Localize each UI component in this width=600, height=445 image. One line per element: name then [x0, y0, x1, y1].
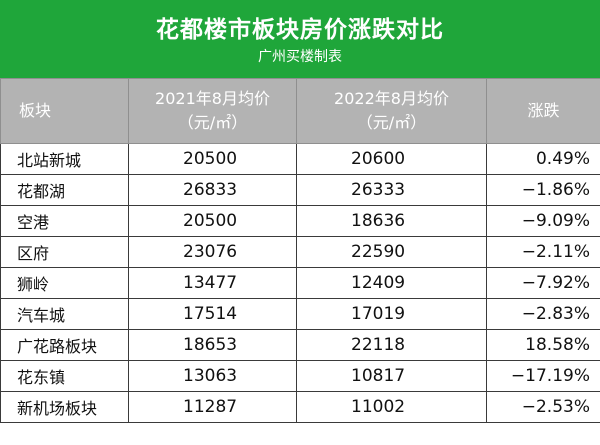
- table-row: 花都湖 26833 26333 −1.86%: [0, 174, 600, 206]
- column-header-district: 板块: [0, 78, 129, 144]
- table-header: 板块 2021年8月均价 （元/㎡） 2022年8月均价 （元/㎡） 涨跌: [0, 78, 600, 144]
- table-row: 广花路板块 18653 22118 18.58%: [0, 329, 600, 361]
- price-2021-cell: 18653: [128, 329, 297, 361]
- price-2022-cell: 26333: [296, 174, 487, 206]
- table-row: 区府 23076 22590 −2.11%: [0, 236, 600, 268]
- price-2021-cell: 26833: [128, 174, 297, 206]
- price-2022-cell: 10817: [296, 360, 487, 392]
- table-row: 花东镇 13063 10817 −17.19%: [0, 360, 600, 392]
- change-cell: −17.19%: [486, 360, 600, 392]
- price-2022-cell: 12409: [296, 267, 487, 299]
- header-row: 板块 2021年8月均价 （元/㎡） 2022年8月均价 （元/㎡） 涨跌: [0, 78, 600, 144]
- price-2022-cell: 22590: [296, 236, 487, 268]
- change-cell: −7.92%: [486, 267, 600, 299]
- price-2021-cell: 17514: [128, 298, 297, 330]
- change-cell: −9.09%: [486, 205, 600, 237]
- price-2021-cell: 13477: [128, 267, 297, 299]
- table-row: 空港 20500 18636 −9.09%: [0, 205, 600, 237]
- district-cell: 新机场板块: [0, 391, 129, 423]
- district-cell: 花东镇: [0, 360, 129, 392]
- page-title: 花都楼市板块房价涨跌对比: [156, 17, 444, 43]
- price-2022-cell: 17019: [296, 298, 487, 330]
- column-header-price-2022: 2022年8月均价 （元/㎡）: [296, 78, 487, 144]
- table-row: 北站新城 20500 20600 0.49%: [0, 143, 600, 175]
- district-cell: 花都湖: [0, 174, 129, 206]
- page-subtitle: 广州买楼制表: [258, 49, 342, 65]
- price-2022-cell: 18636: [296, 205, 487, 237]
- column-header-change: 涨跌: [486, 78, 600, 144]
- column-header-unit: （元/㎡）: [356, 113, 427, 132]
- change-cell: −2.83%: [486, 298, 600, 330]
- district-cell: 广花路板块: [0, 329, 129, 361]
- price-2022-cell: 20600: [296, 143, 487, 175]
- column-header-price-2021: 2021年8月均价 （元/㎡）: [128, 78, 297, 144]
- change-cell: −2.53%: [486, 391, 600, 423]
- table-row: 狮岭 13477 12409 −7.92%: [0, 267, 600, 299]
- change-cell: −2.11%: [486, 236, 600, 268]
- price-2021-cell: 13063: [128, 360, 297, 392]
- district-cell: 北站新城: [0, 143, 129, 175]
- title-bar: 花都楼市板块房价涨跌对比 广州买楼制表: [0, 0, 600, 78]
- district-cell: 汽车城: [0, 298, 129, 330]
- price-2021-cell: 11287: [128, 391, 297, 423]
- column-header-label: 2022年8月均价: [334, 89, 449, 108]
- district-cell: 狮岭: [0, 267, 129, 299]
- change-cell: −1.86%: [486, 174, 600, 206]
- column-header-unit: （元/㎡）: [177, 113, 248, 132]
- table-body: 北站新城 20500 20600 0.49% 花都湖 26833 26333 −1.86% 空港…: [0, 143, 600, 423]
- price-2021-cell: 20500: [128, 205, 297, 237]
- price-2022-cell: 22118: [296, 329, 487, 361]
- column-header-label: 涨跌: [527, 101, 560, 120]
- price-2021-cell: 23076: [128, 236, 297, 268]
- change-cell: 18.58%: [486, 329, 600, 361]
- district-cell: 空港: [0, 205, 129, 237]
- price-2021-cell: 20500: [128, 143, 297, 175]
- table-row: 汽车城 17514 17019 −2.83%: [0, 298, 600, 330]
- column-header-label: 2021年8月均价: [155, 89, 270, 108]
- district-cell: 区府: [0, 236, 129, 268]
- price-comparison-table: 板块 2021年8月均价 （元/㎡） 2022年8月均价 （元/㎡） 涨跌 北站…: [0, 78, 600, 423]
- table-row: 新机场板块 11287 11002 −2.53%: [0, 391, 600, 423]
- price-2022-cell: 11002: [296, 391, 487, 423]
- column-header-label: 板块: [19, 101, 52, 120]
- change-cell: 0.49%: [486, 143, 600, 175]
